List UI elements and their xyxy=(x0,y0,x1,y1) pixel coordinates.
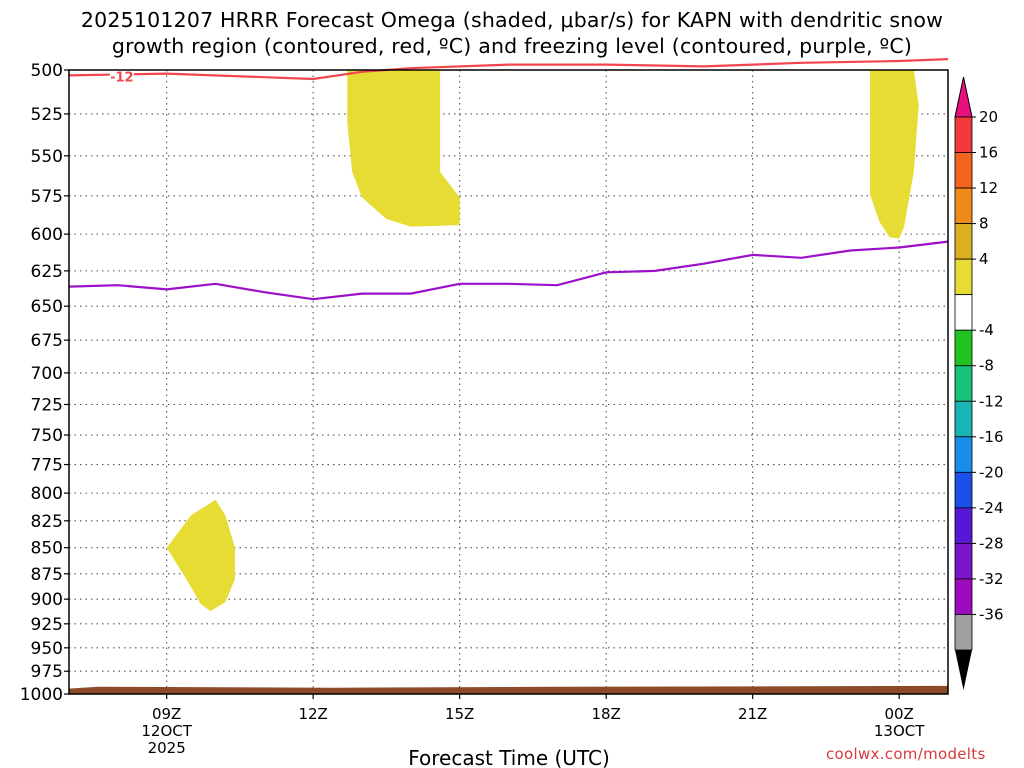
surface-terrain xyxy=(69,685,948,694)
x-tick-label: 12Z xyxy=(298,705,327,723)
dgz-contour-line xyxy=(68,58,949,81)
x-tick-label: 00Z xyxy=(884,705,913,723)
colorbar-label: -20 xyxy=(979,463,1004,481)
y-tick-label: 825 xyxy=(31,512,63,532)
y-tick-label: 525 xyxy=(31,105,63,125)
colorbar-top-cap xyxy=(954,76,973,118)
x-axis-label: Forecast Time (UTC) xyxy=(408,746,610,768)
colorbar-label: 20 xyxy=(979,108,998,126)
colorbar-label: 4 xyxy=(979,250,989,268)
x-tick-label: 2025 xyxy=(148,739,186,757)
chart-title-line-1: 2025101207 HRRR Forecast Omega (shaded, … xyxy=(80,8,944,32)
y-tick-label: 550 xyxy=(31,147,63,167)
colorbar-label: -12 xyxy=(979,392,1004,410)
y-tick-label: 850 xyxy=(31,539,63,559)
colorbar-label: -32 xyxy=(979,570,1004,588)
dgz-contour-label: -12 xyxy=(110,70,134,85)
x-tick-label: 15Z xyxy=(445,705,474,723)
chart-title-line-2: growth region (contoured, red, ºC) and f… xyxy=(111,34,913,58)
colorbar-label: -36 xyxy=(979,605,1004,623)
colorbar-label: -8 xyxy=(979,357,994,375)
x-tick-label: 13OCT xyxy=(874,722,925,740)
y-tick-label: 600 xyxy=(31,225,63,245)
dgz-label-bg xyxy=(109,68,134,84)
colorbar-label: -16 xyxy=(979,428,1004,446)
y-tick-label: 975 xyxy=(31,662,63,682)
colorbar-bin xyxy=(954,116,973,153)
y-tick-label: 900 xyxy=(31,590,63,610)
colorbar-bin xyxy=(954,294,973,331)
colorbar-bin xyxy=(954,471,973,509)
colorbar-bin xyxy=(954,223,973,260)
freezing-level-line xyxy=(68,240,949,301)
plot-frame xyxy=(68,69,949,695)
y-tick-label: 750 xyxy=(31,426,63,446)
x-tick-label: 09Z xyxy=(152,705,181,723)
colorbar-bin xyxy=(954,578,973,615)
colorbar-bin xyxy=(954,152,973,189)
y-tick-label: 700 xyxy=(31,364,63,384)
colorbar-bin xyxy=(954,400,973,438)
y-tick-label: 725 xyxy=(31,395,63,415)
colorbar-bin xyxy=(954,543,973,580)
colorbar-label: 12 xyxy=(979,179,998,197)
colorbar-label: -28 xyxy=(979,534,1004,552)
colorbar-label: 16 xyxy=(979,144,998,162)
y-tick-label: 625 xyxy=(31,262,63,282)
colorbar-bin xyxy=(954,436,973,473)
colorbar-bin xyxy=(954,507,973,544)
colorbar-bottom-cap xyxy=(955,650,972,690)
colorbar-bin xyxy=(954,329,973,367)
colorbar-label: -4 xyxy=(979,321,994,339)
y-tick-label: 775 xyxy=(31,456,63,476)
y-tick-label: 675 xyxy=(31,331,63,351)
colorbar-bin xyxy=(954,365,973,402)
omega-region xyxy=(166,499,235,612)
y-tick-label: 950 xyxy=(31,639,63,659)
y-tick-label: 875 xyxy=(31,565,63,585)
y-tick-label: 800 xyxy=(31,484,63,504)
x-tick-label: 21Z xyxy=(738,705,767,723)
omega-region xyxy=(347,70,460,227)
colorbar-bin xyxy=(954,614,973,651)
x-tick-label: 12OCT xyxy=(141,722,192,740)
y-tick-label: 1000 xyxy=(20,685,63,705)
y-tick-label: 500 xyxy=(31,61,63,81)
y-tick-label: 650 xyxy=(31,297,63,317)
omega-region xyxy=(869,70,919,239)
y-tick-label: 575 xyxy=(31,187,63,207)
y-tick-label: 925 xyxy=(31,615,63,635)
credit-link[interactable]: coolwx.com/modelts xyxy=(826,745,986,763)
colorbar-bin xyxy=(954,187,973,224)
colorbar-label: -24 xyxy=(979,499,1004,517)
colorbar-label: 8 xyxy=(979,215,989,233)
x-tick-label: 18Z xyxy=(591,705,620,723)
colorbar-bin xyxy=(954,258,973,296)
